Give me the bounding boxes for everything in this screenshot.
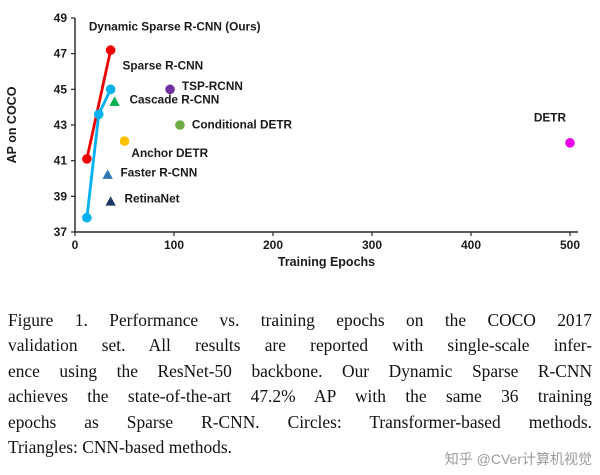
series-conditional-detr: Conditional DETR (175, 118, 293, 132)
series-retinanet: RetinaNet (105, 192, 180, 206)
performance-chart: 0 100 200 300 400 500 37 39 41 43 45 47 49 Training E… (5, 11, 581, 269)
y-tick-label: 43 (54, 118, 68, 132)
caption-line: epochs as Sparse R-CNN. Circles: Transfo… (8, 411, 592, 432)
caption-line: ence using the ResNet-50 backbone. Our D… (8, 360, 592, 381)
series-label: DETR (534, 110, 567, 124)
series-tsp-rcnn: TSP-RCNN (165, 79, 243, 95)
series-label: Dynamic Sparse R-CNN (Ours) (89, 19, 261, 33)
caption-line: Triangles: CNN-based methods. (8, 437, 232, 458)
y-tick-label: 49 (54, 11, 68, 25)
data-point-circle (119, 136, 130, 146)
caption-line: achieves the state-of-the-art 47.2% AP w… (8, 386, 592, 407)
data-point-circle (565, 138, 575, 148)
figure-caption: Figure 1. Performance vs. training epoch… (8, 308, 592, 460)
y-tick-label: 37 (54, 225, 68, 239)
x-tick-label: 0 (72, 238, 79, 252)
data-point-circle (165, 84, 175, 95)
series-label: Sparse R-CNN (123, 59, 204, 73)
x-tick-label: 100 (164, 238, 184, 252)
series-label: RetinaNet (125, 192, 180, 206)
data-point-triangle (109, 96, 120, 106)
chart-svg: 0 100 200 300 400 500 37 39 41 43 45 47 49 Training E… (5, 11, 581, 269)
series-sparse-r-cnn: Sparse R-CNN (82, 59, 203, 223)
x-tick-label: 400 (461, 238, 481, 252)
series-faster-r-cnn: Faster R-CNN (102, 166, 197, 180)
x-tick-label: 500 (560, 238, 580, 252)
series-label: Faster R-CNN (121, 166, 198, 180)
series-label: Conditional DETR (192, 118, 293, 132)
chart-axes: 0 100 200 300 400 500 37 39 41 43 45 47 49 (54, 11, 581, 252)
data-point-triangle (102, 169, 113, 179)
x-tick-label: 200 (263, 238, 283, 252)
series-label: TSP-RCNN (182, 79, 243, 93)
data-point-triangle (105, 196, 116, 206)
data-point-circle (82, 212, 92, 223)
y-axis-title: AP on COCO (5, 86, 19, 163)
watermark: 知乎 @CVer计算机视觉 (444, 451, 592, 467)
y-tick-label: 41 (54, 154, 68, 168)
y-tick-label: 39 (54, 189, 68, 203)
series-line (85, 49, 113, 160)
data-point-circle (105, 84, 116, 95)
caption-line: Figure 1. Performance vs. training epoch… (8, 310, 592, 330)
series-dynamic-sparse-r-cnn-ours: Dynamic Sparse R-CNN (Ours) (82, 19, 261, 164)
series-anchor-detr: Anchor DETR (119, 136, 209, 160)
series-detr: DETR (534, 110, 575, 148)
series-cascade-r-cnn: Cascade R-CNN (109, 93, 219, 107)
series-label: Anchor DETR (131, 146, 208, 160)
data-point-circle (175, 120, 185, 130)
x-axis-title: Training Epochs (278, 255, 375, 269)
y-tick-label: 45 (54, 82, 68, 96)
data-point-circle (82, 154, 92, 164)
y-tick-label: 47 (54, 47, 68, 61)
series-label: Cascade R-CNN (129, 93, 219, 107)
x-tick-label: 300 (362, 238, 382, 252)
data-point-circle (105, 45, 116, 55)
caption-line: validation set. All results are reported… (8, 335, 592, 356)
data-point-circle (93, 109, 104, 120)
